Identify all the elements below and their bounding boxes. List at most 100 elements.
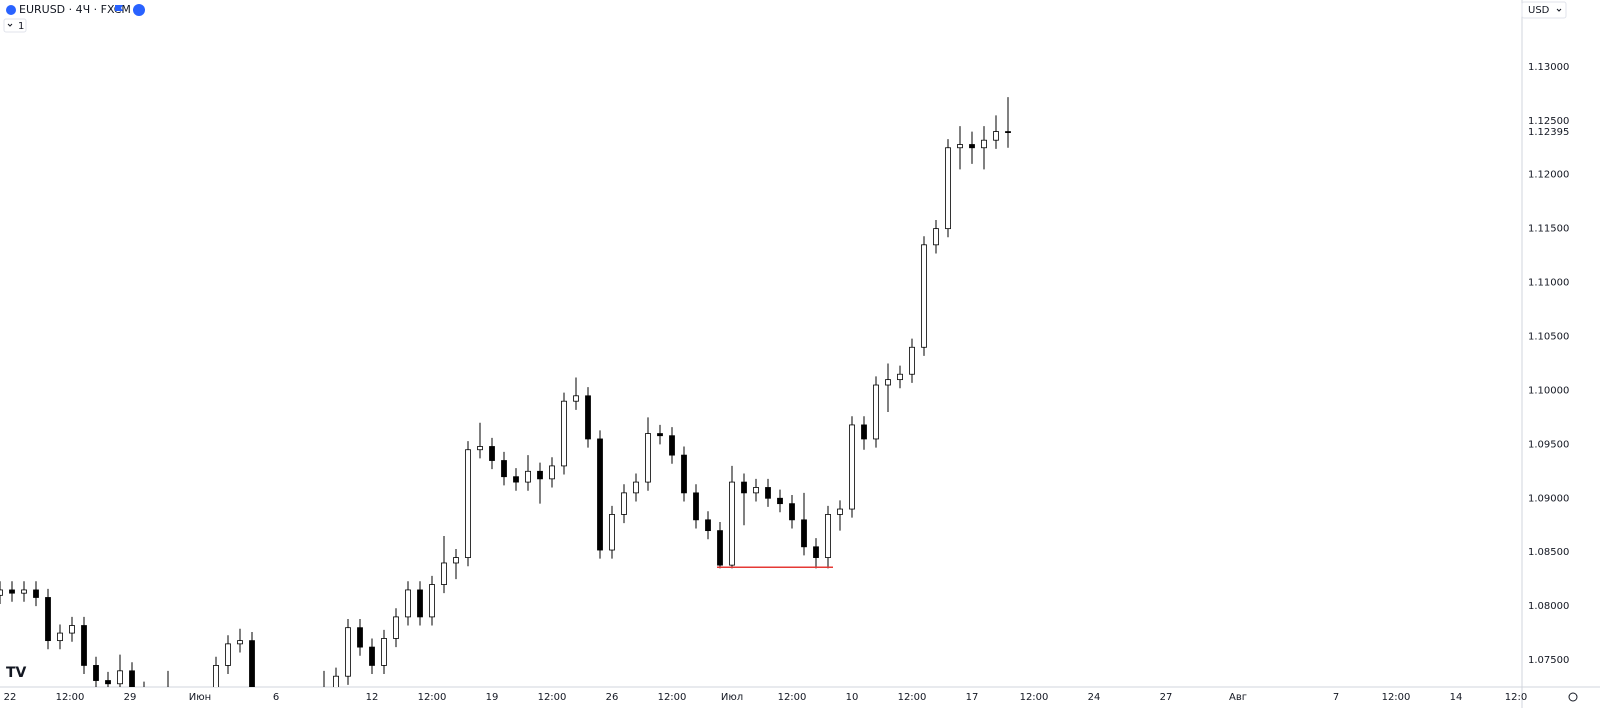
candle-body <box>33 589 39 598</box>
candle-body <box>921 244 927 348</box>
candle-body <box>825 514 831 558</box>
x-tick-label: 12:00 <box>56 692 85 703</box>
y-tick-label: 1.12500 <box>1528 116 1569 127</box>
x-tick-label: 12:0 <box>1505 692 1527 703</box>
y-tick-label: 1.08000 <box>1528 601 1569 612</box>
x-tick-label: 29 <box>124 692 137 703</box>
candle-body <box>429 584 435 618</box>
candle-body <box>381 638 387 666</box>
x-tick-label: 22 <box>4 692 17 703</box>
candle-body <box>957 144 963 149</box>
y-tick-label: 1.11000 <box>1528 278 1569 289</box>
x-tick-label: 10 <box>846 692 859 703</box>
candle-body <box>213 665 219 687</box>
candle-body <box>789 503 795 521</box>
indicator-toggle[interactable] <box>3 18 27 33</box>
candle-body <box>681 454 687 494</box>
candle-body <box>453 557 459 564</box>
y-tick-label: 1.09500 <box>1528 439 1569 450</box>
candle-body <box>633 481 639 494</box>
candle-body <box>729 481 735 566</box>
last-price-label: 1.12395 <box>1528 127 1569 138</box>
x-tick-label: Июл <box>721 692 743 703</box>
candle-body <box>993 131 999 141</box>
candle-body <box>57 632 63 642</box>
last-price-box <box>1523 125 1567 140</box>
logo[interactable]: TV <box>6 665 27 681</box>
currency-label[interactable]: USD <box>1528 5 1550 16</box>
candle-body <box>765 487 771 499</box>
symbol-title[interactable]: EURUSD · 4Ч · FXCM <box>19 3 131 16</box>
candle-body <box>441 562 447 585</box>
candle-body <box>249 640 255 687</box>
currency-button[interactable] <box>1521 1 1567 19</box>
y-tick-label: 1.08500 <box>1528 547 1569 558</box>
candle-body <box>813 546 819 558</box>
settings-icon[interactable] <box>1568 692 1578 702</box>
candle-body <box>465 449 471 558</box>
candle-body <box>945 147 951 230</box>
candle-body <box>717 530 723 566</box>
candle-body <box>705 519 711 532</box>
candle-body <box>225 643 231 666</box>
candle-body <box>909 346 915 375</box>
flag-icon[interactable] <box>115 5 123 11</box>
y-tick-label: 1.09000 <box>1528 493 1569 504</box>
candle-body <box>645 433 651 483</box>
x-tick-label: 12:00 <box>658 692 687 703</box>
x-tick-label: Июн <box>189 692 211 703</box>
candle-body <box>417 589 423 618</box>
plot-area <box>0 97 1011 687</box>
candle-body <box>549 465 555 480</box>
y-tick-label: 1.12000 <box>1528 170 1569 181</box>
candle-body <box>489 446 495 461</box>
y-tick-label: 1.07500 <box>1528 655 1569 666</box>
x-tick-label: 7 <box>1333 692 1339 703</box>
x-tick-label: 6 <box>273 692 279 703</box>
candle-body <box>597 438 603 551</box>
candle-body <box>837 508 843 515</box>
candle-body <box>1005 131 1011 133</box>
y-tick-label: 1.13000 <box>1528 62 1569 73</box>
y-tick-label: 1.10500 <box>1528 331 1569 342</box>
candle-body <box>873 384 879 440</box>
candle-body <box>237 640 243 645</box>
x-tick-label: 12:00 <box>538 692 567 703</box>
candle-body <box>933 228 939 246</box>
candle-body <box>345 627 351 677</box>
candle-body <box>357 627 363 648</box>
candle-body <box>93 665 99 681</box>
candle-body <box>45 597 51 642</box>
candle-body <box>333 675 339 687</box>
candle-body <box>405 589 411 618</box>
candle-body <box>117 670 123 685</box>
candle-body <box>981 139 987 149</box>
y-tick-label: 1.10000 <box>1528 385 1569 396</box>
candle-body <box>129 670 135 687</box>
candle-body <box>81 625 87 666</box>
candle-body <box>585 395 591 440</box>
candle-body <box>0 589 3 596</box>
x-tick-label: 19 <box>486 692 499 703</box>
x-tick-label: Авг <box>1229 692 1247 703</box>
chevron <box>1556 8 1562 12</box>
candle-body <box>561 400 567 467</box>
x-tick-label: 12:00 <box>418 692 447 703</box>
candle-body <box>105 680 111 685</box>
x-tick-label: 14 <box>1450 692 1463 703</box>
candle-body <box>861 424 867 440</box>
candle-body <box>885 379 891 386</box>
x-tick-label: 12:00 <box>778 692 807 703</box>
candle-body <box>525 470 531 483</box>
candle-body <box>753 487 759 494</box>
x-tick-label: 12:00 <box>898 692 927 703</box>
candle-body <box>9 589 15 594</box>
replay-icon[interactable] <box>133 4 145 16</box>
candle-body <box>609 514 615 551</box>
x-tick-label: 26 <box>606 692 619 703</box>
candle-body <box>897 373 903 381</box>
indicator-count: 1 <box>18 21 24 32</box>
candle-body <box>669 435 675 456</box>
